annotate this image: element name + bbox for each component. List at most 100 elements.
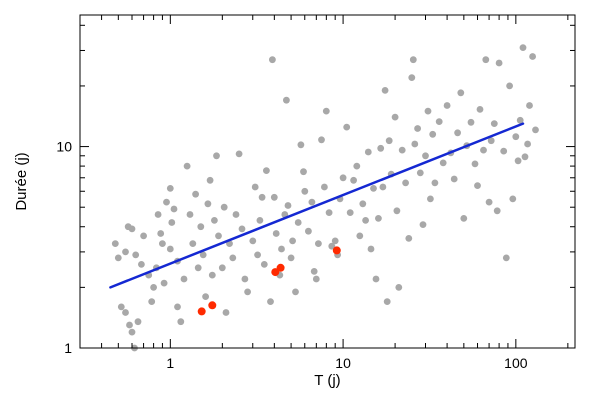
data-point <box>117 303 125 311</box>
data-point <box>186 211 194 218</box>
data-point <box>278 245 285 253</box>
data-point <box>516 116 524 124</box>
data-point <box>367 245 375 253</box>
data-point <box>521 153 529 161</box>
data-point <box>321 183 328 191</box>
data-point <box>526 102 533 109</box>
data-point <box>211 217 218 224</box>
data-point <box>229 254 237 262</box>
highlight-point <box>208 301 217 310</box>
data-point <box>381 87 389 94</box>
data-point <box>256 217 264 224</box>
data-point <box>241 275 249 283</box>
data-point <box>251 183 259 191</box>
data-point <box>493 207 501 215</box>
data-point <box>443 102 451 109</box>
data-point <box>416 169 424 177</box>
data-point <box>500 147 508 155</box>
data-point <box>189 240 197 248</box>
data-point <box>238 225 246 233</box>
data-point <box>199 251 207 259</box>
data-point <box>322 107 330 115</box>
data-point <box>377 144 385 152</box>
data-point <box>457 89 465 97</box>
data-point <box>301 187 309 195</box>
y-tick-label: 1 <box>64 340 72 356</box>
data-point <box>331 237 339 245</box>
data-point <box>411 140 419 148</box>
data-point <box>362 217 369 224</box>
data-point <box>154 211 162 218</box>
data-point <box>519 44 527 51</box>
data-point <box>287 254 295 262</box>
data-point <box>294 219 302 226</box>
data-point <box>372 275 380 283</box>
data-point <box>471 160 479 168</box>
data-point <box>270 193 278 201</box>
data-point <box>474 182 481 190</box>
highlight-point <box>271 268 280 277</box>
highlight-point <box>197 307 206 316</box>
y-tick-label: 10 <box>56 139 72 155</box>
data-point <box>269 56 276 64</box>
data-point <box>408 74 416 81</box>
data-point <box>454 129 461 137</box>
data-point <box>254 251 261 259</box>
data-point <box>490 120 498 127</box>
data-point <box>284 202 292 209</box>
data-point <box>297 141 305 149</box>
data-point <box>370 185 377 192</box>
data-point <box>208 271 216 279</box>
data-point <box>439 159 447 167</box>
data-point <box>383 298 391 305</box>
data-point <box>532 126 539 134</box>
data-point <box>398 146 406 154</box>
data-point <box>310 268 318 275</box>
data-point <box>395 284 403 291</box>
data-point <box>215 232 222 240</box>
data-point <box>272 230 280 237</box>
data-point <box>244 288 252 296</box>
data-point <box>305 227 312 235</box>
data-point <box>183 162 191 170</box>
data-point <box>487 137 495 145</box>
data-point <box>509 195 517 203</box>
data-point <box>427 195 434 203</box>
data-point <box>197 223 205 231</box>
data-point <box>220 203 228 211</box>
data-point <box>222 309 230 316</box>
x-tick-label: 10 <box>335 355 351 371</box>
data-point <box>435 118 443 125</box>
data-point <box>308 198 316 206</box>
data-point <box>512 133 520 141</box>
data-point <box>375 215 382 222</box>
data-point <box>132 251 140 259</box>
data-point <box>206 176 214 184</box>
data-point <box>267 298 274 305</box>
data-point <box>328 242 336 250</box>
data-point <box>213 152 220 160</box>
data-point <box>150 284 158 291</box>
data-point <box>480 146 487 154</box>
plot-frame <box>79 14 576 349</box>
highlight-point <box>276 263 285 272</box>
data-point <box>218 264 226 272</box>
data-point <box>249 237 257 245</box>
data-point <box>419 221 427 229</box>
data-point <box>122 248 129 256</box>
data-point <box>402 179 409 187</box>
data-point <box>414 125 421 132</box>
data-point <box>289 237 296 245</box>
data-point <box>379 183 387 191</box>
data-point <box>140 232 148 240</box>
data-point <box>168 219 176 226</box>
data-point <box>460 215 468 222</box>
data-point <box>350 176 357 184</box>
data-point <box>258 193 266 201</box>
data-point <box>422 152 429 160</box>
data-point <box>166 245 174 253</box>
data-point <box>126 321 133 329</box>
data-point <box>495 59 503 67</box>
data-point <box>204 200 212 208</box>
